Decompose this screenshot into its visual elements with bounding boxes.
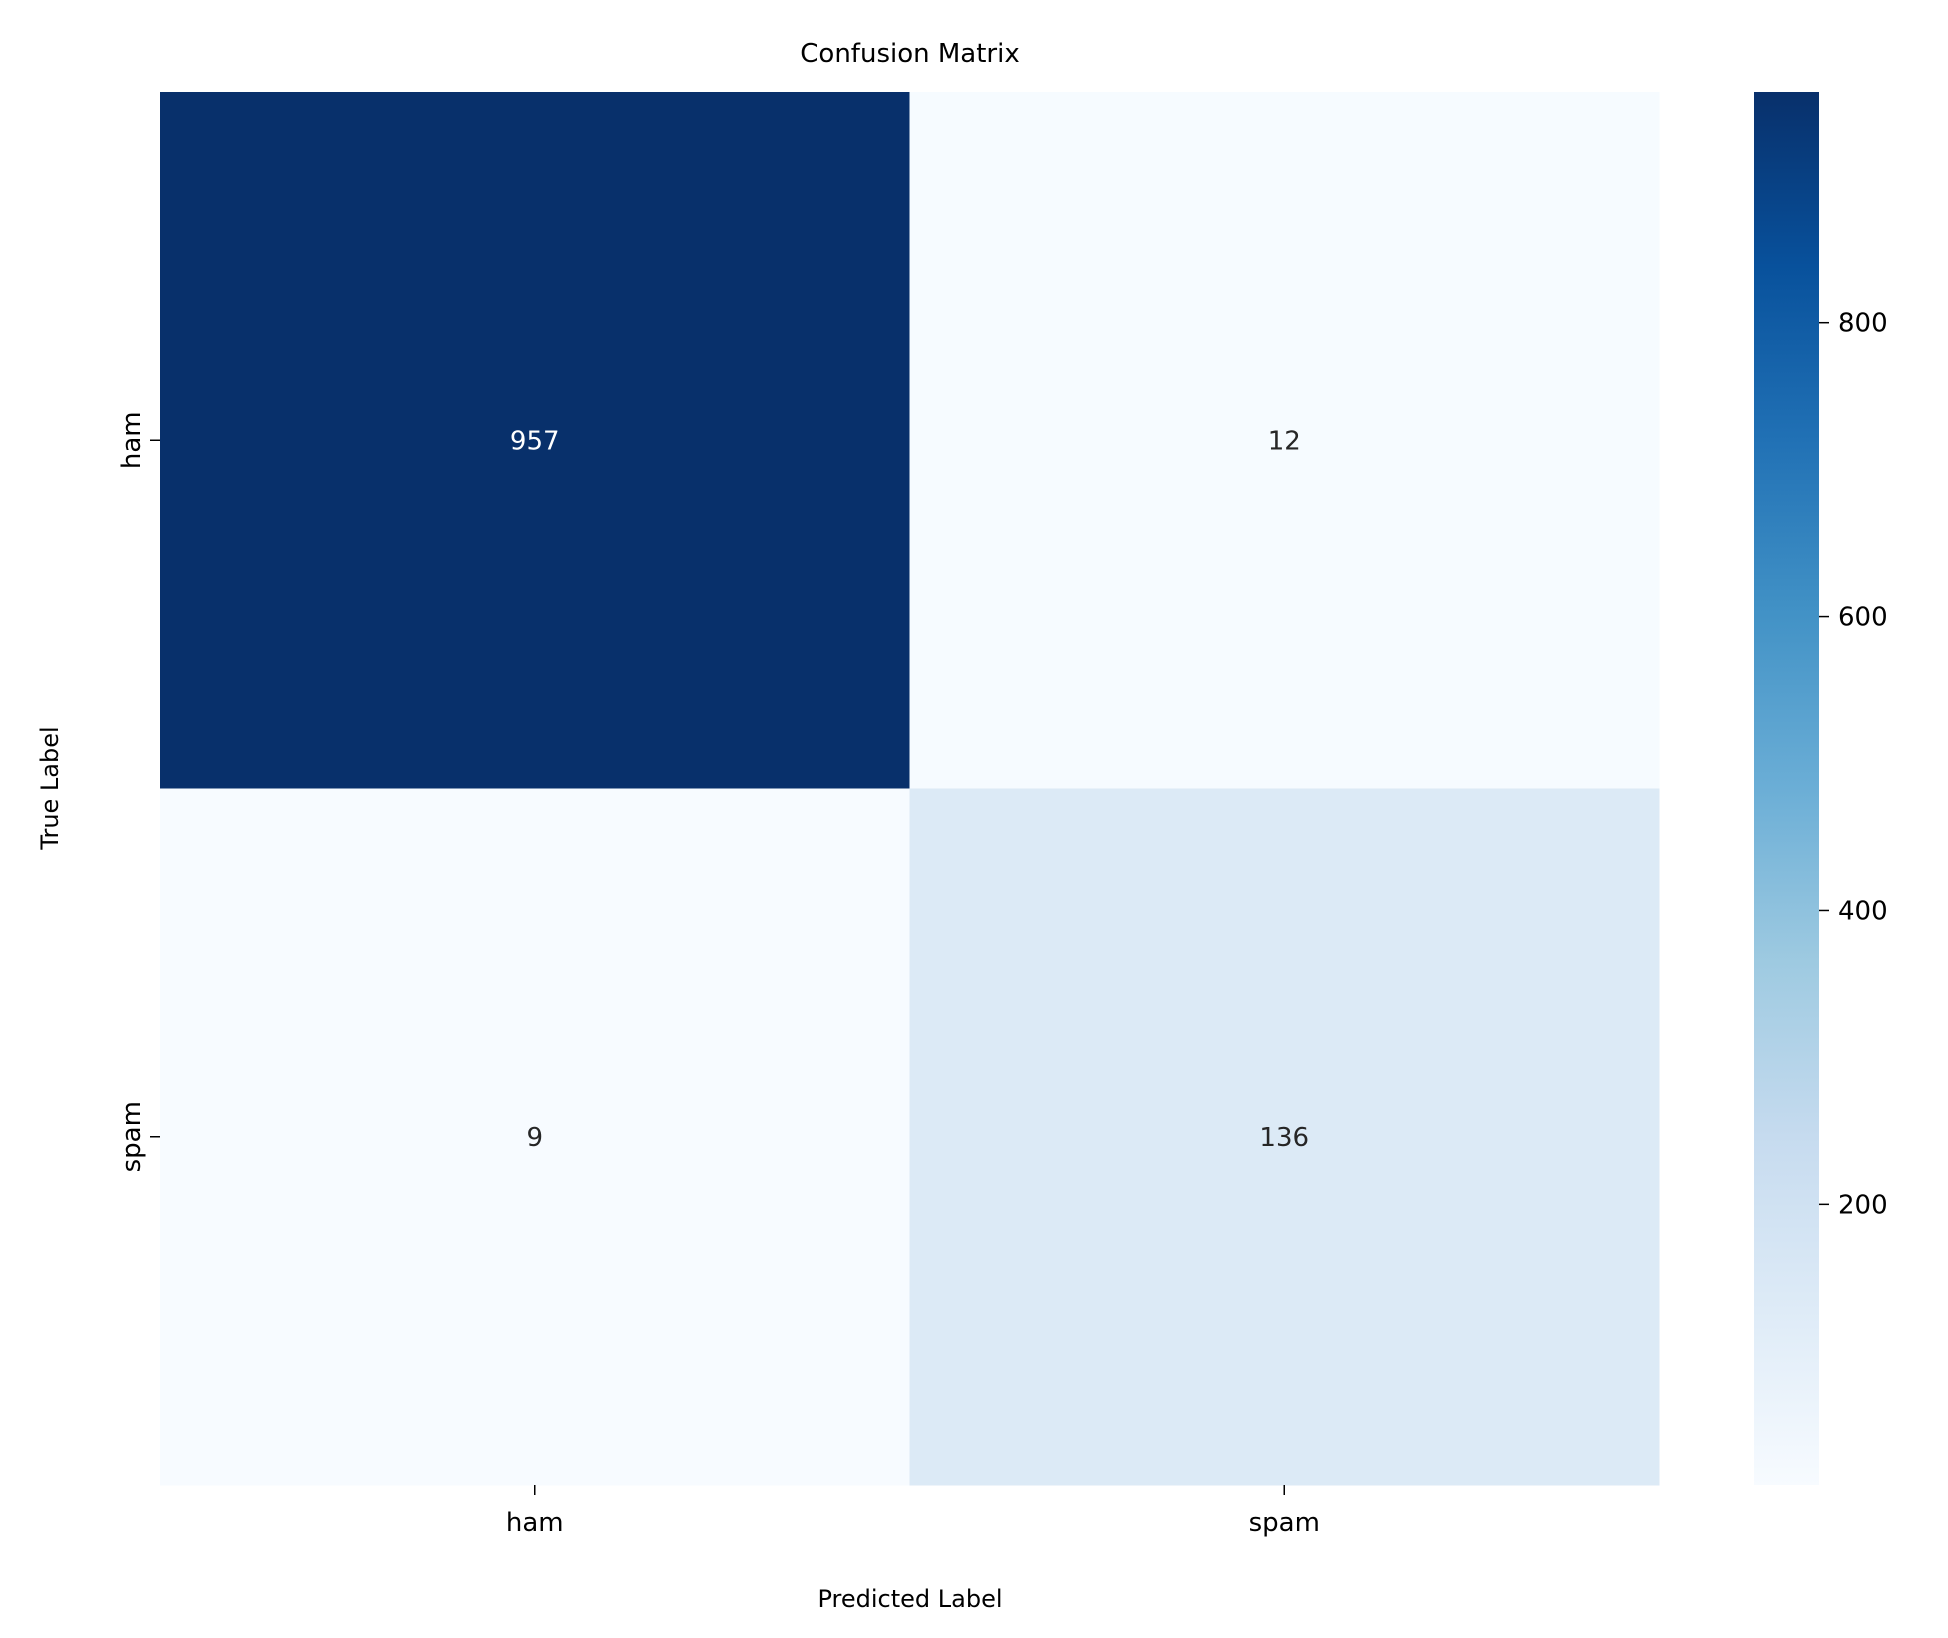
x-axis-label: Predicted Label <box>817 1585 1002 1613</box>
heatmap-cell <box>160 788 910 1486</box>
colorbar-tick-label: 600 <box>1838 603 1888 633</box>
colorbar-tick-label: 400 <box>1838 896 1888 926</box>
cell-value-label: 136 <box>1259 1123 1309 1153</box>
heatmap-cell <box>160 92 910 789</box>
heatmap-cell <box>909 92 1660 789</box>
cell-value-label: 12 <box>1268 426 1301 456</box>
y-axis-label: True Label <box>36 726 64 850</box>
colorbar-tick-label: 800 <box>1838 309 1888 339</box>
colorbar-tick-label: 200 <box>1838 1190 1888 1220</box>
cell-value-label: 957 <box>510 426 560 456</box>
heatmap-cell <box>909 788 1660 1486</box>
y-tick-label: spam <box>117 1101 147 1172</box>
colorbar <box>1754 92 1819 1485</box>
chart-title: Confusion Matrix <box>800 39 1019 69</box>
cell-value-label: 9 <box>526 1123 543 1153</box>
x-tick-label: ham <box>506 1508 564 1538</box>
x-tick-label: spam <box>1249 1508 1320 1538</box>
y-tick-label: ham <box>117 411 147 469</box>
